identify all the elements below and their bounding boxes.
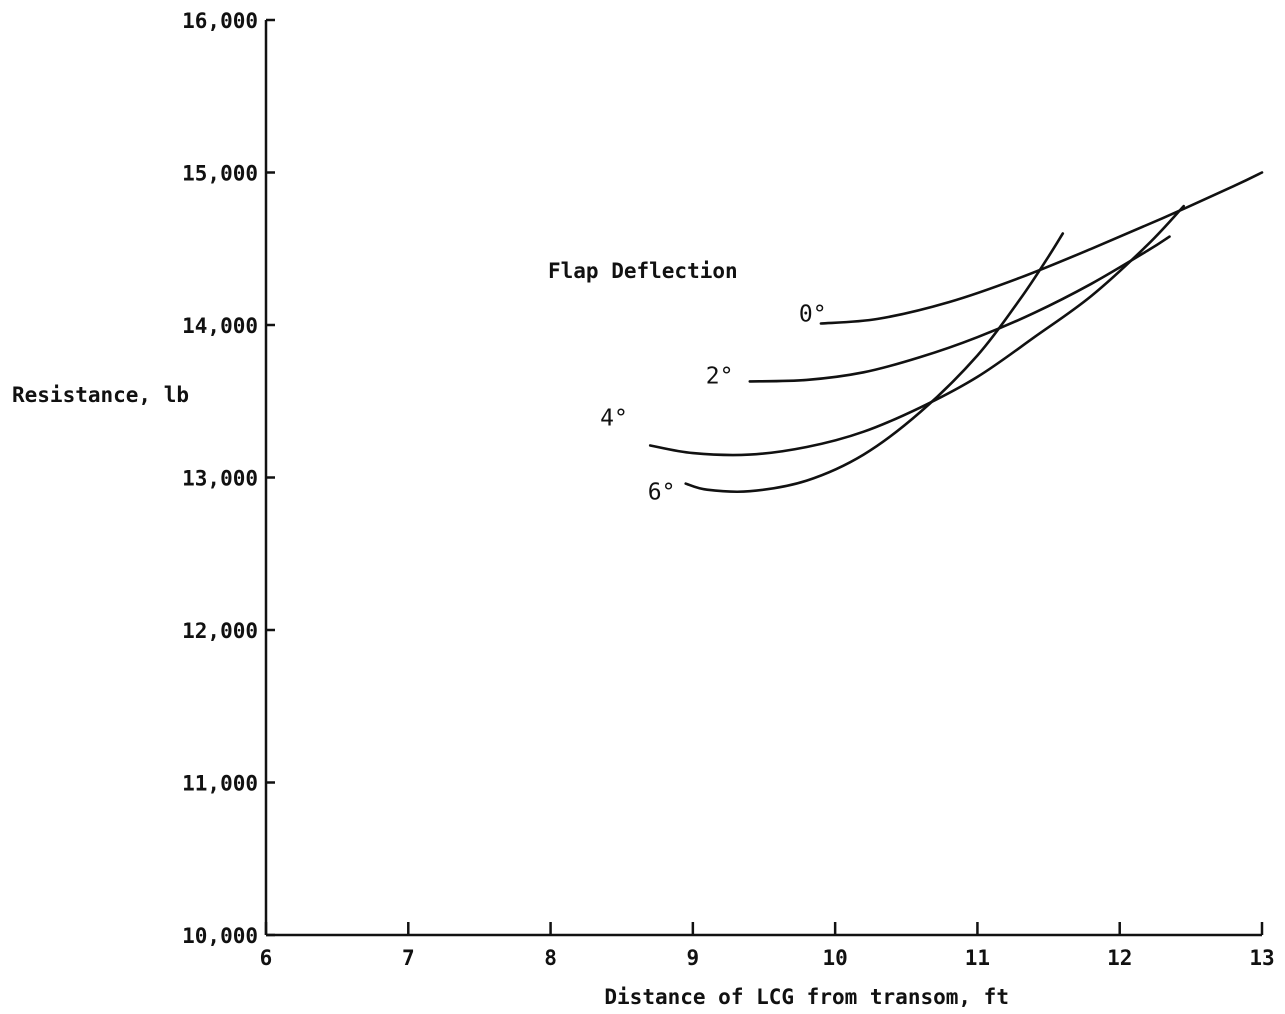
x-tick-label: 8: [544, 946, 557, 970]
series-line-3: [684, 232, 1065, 494]
y-tick-label: 12,000: [182, 619, 258, 643]
y-ticks: 10,000 11,000 12,000 13,000 14,000 15,000 16,0…: [182, 9, 275, 948]
x-tick-label: 13: [1249, 946, 1274, 970]
series-label-0: 0°: [799, 301, 827, 327]
series-label-1: 2°: [706, 363, 734, 389]
series-labels: 0° 2° 4° 6°: [600, 301, 826, 505]
y-tick-label: 10,000: [182, 924, 258, 948]
x-axis-title: Distance of LCG from transom, ft: [604, 985, 1009, 1009]
y-tick-label: 13,000: [182, 467, 258, 491]
x-tick-label: 12: [1107, 946, 1132, 970]
x-ticks: 6 7 8 9 10 11 12 13: [260, 922, 1275, 970]
x-tick-label: 6: [260, 946, 273, 970]
x-tick-label: 9: [687, 946, 700, 970]
y-tick-label: 16,000: [182, 9, 258, 33]
series-line-0: [819, 171, 1264, 325]
axes: [264, 20, 1262, 937]
y-tick-label: 11,000: [182, 772, 258, 796]
series-label-3: 6°: [648, 480, 676, 506]
series-label-2: 4°: [600, 405, 628, 431]
series-curves: [648, 171, 1264, 494]
series-line-2: [648, 204, 1185, 457]
y-tick-label: 15,000: [182, 162, 258, 186]
y-tick-label: 14,000: [182, 314, 258, 338]
x-tick-label: 10: [822, 946, 847, 970]
x-tick-label: 7: [402, 946, 415, 970]
legend-title: Flap Deflection: [548, 259, 738, 283]
y-axis-title: Resistance, lb: [12, 383, 189, 407]
x-tick-label: 11: [965, 946, 990, 970]
